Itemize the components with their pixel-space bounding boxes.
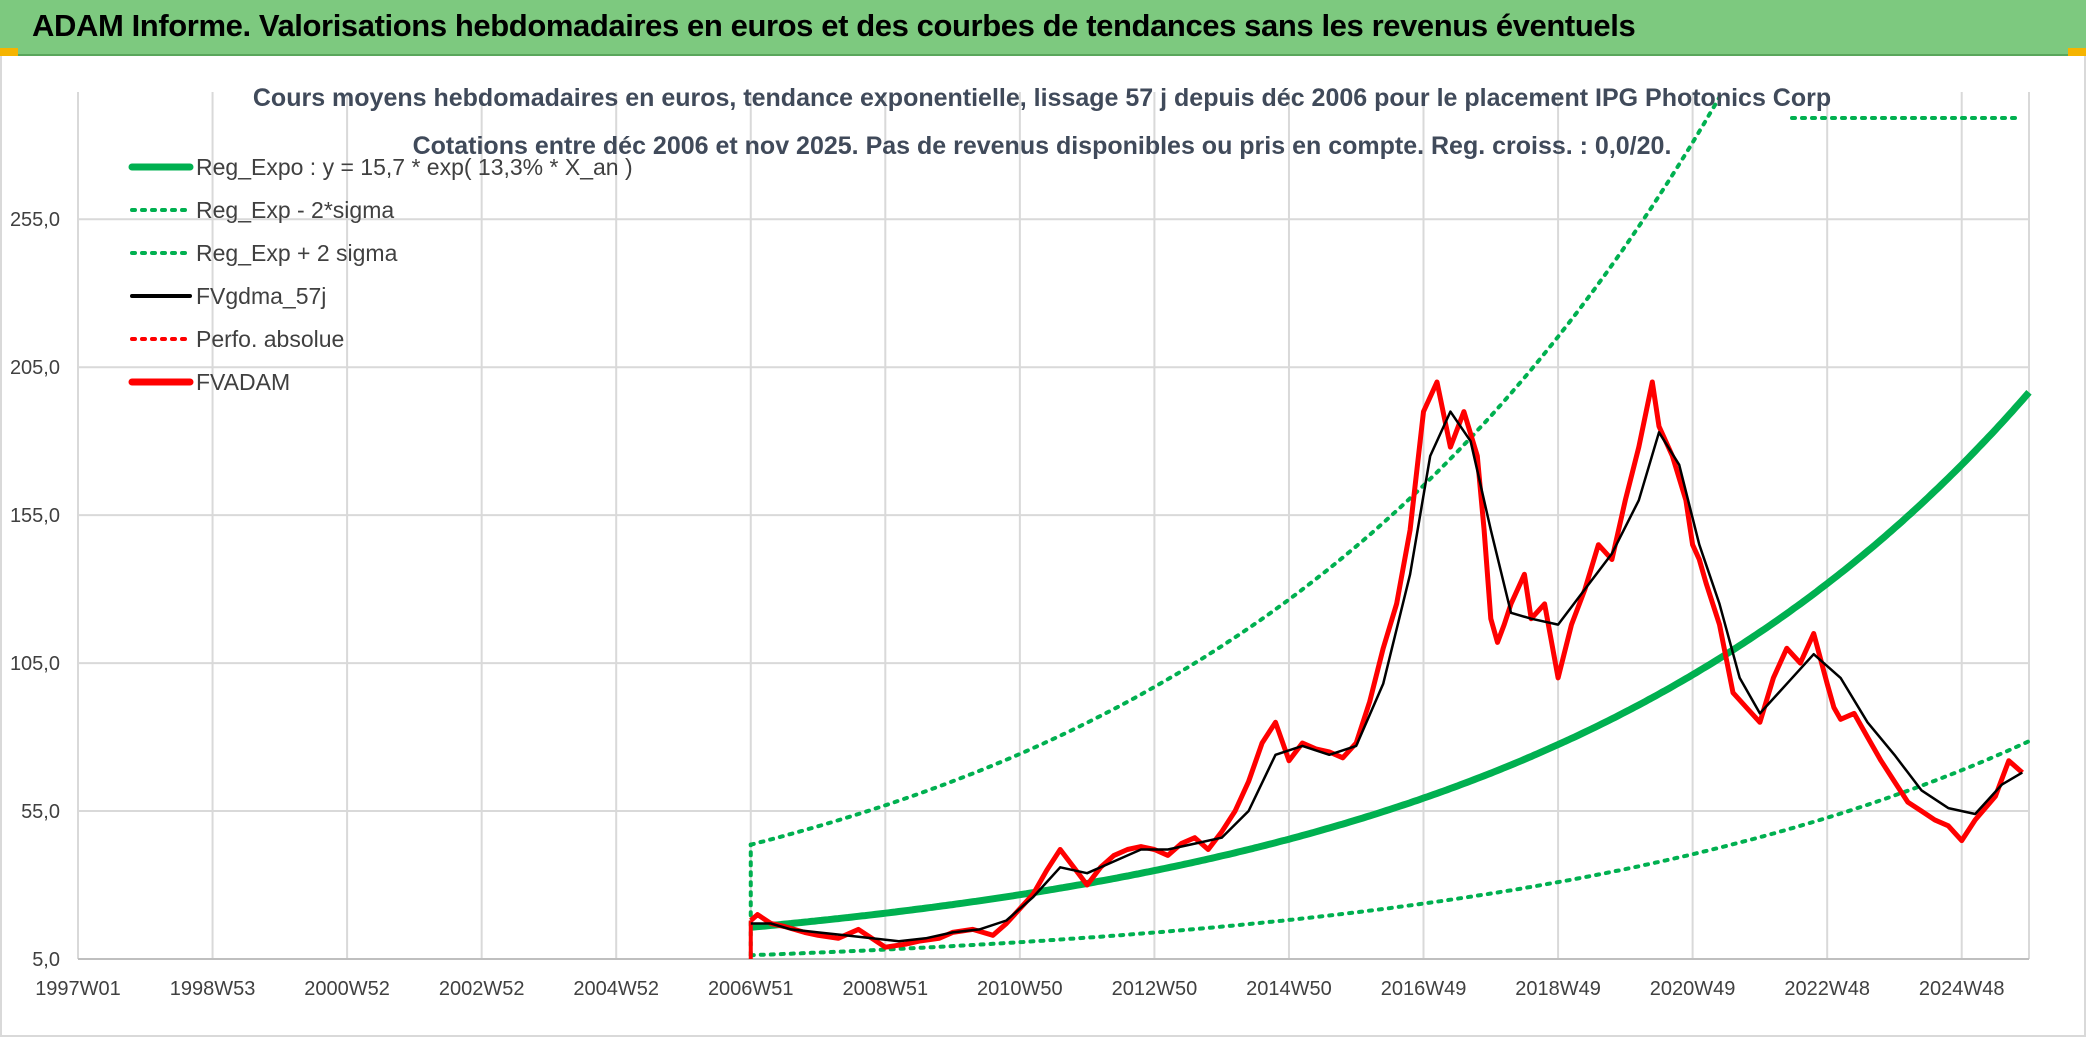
series-fvgdma-57j xyxy=(750,410,2023,943)
x-tick-label: 1997W01 xyxy=(35,978,121,1000)
x-axis-ticks: 1997W01 1998W53 2000W52 2002W52 2004W52 2006W… xyxy=(35,978,2004,1000)
series-reg-exp-minus-2sigma xyxy=(748,739,2031,958)
y-tick-label: 105,0 xyxy=(10,653,60,675)
x-tick-label: 2022W48 xyxy=(1784,978,1870,1000)
x-tick-label: 2012W50 xyxy=(1112,978,1198,1000)
series-lines xyxy=(748,95,2032,959)
legend-label: Perfo. absolue xyxy=(196,326,344,352)
y-tick-label: 205,0 xyxy=(10,357,60,379)
legend-label: FVADAM xyxy=(196,369,290,395)
y-tick-label: 5,0 xyxy=(32,949,60,971)
legend-label: Reg_Exp - 2*sigma xyxy=(196,197,394,223)
legend-label: Reg_Exp + 2 sigma xyxy=(196,240,398,266)
x-tick-label: 2002W52 xyxy=(439,978,525,1000)
chart-svg: 5,0 55,0 105,0 155,0 205,0 255,0 1997W01 1998W… xyxy=(10,84,2032,1000)
chart-frame: 5,0 55,0 105,0 155,0 205,0 255,0 1997W01 1998W… xyxy=(0,56,2086,1037)
y-axis-ticks: 5,0 55,0 105,0 155,0 205,0 255,0 xyxy=(10,209,60,971)
y-tick-label: 255,0 xyxy=(10,209,60,231)
x-tick-label: 2006W51 xyxy=(708,978,794,1000)
x-tick-label: 2010W50 xyxy=(977,978,1063,1000)
x-tick-label: 2008W51 xyxy=(842,978,928,1000)
header-title: ADAM Informe. Valorisations hebdomadaire… xyxy=(32,8,1636,43)
x-tick-label: 2018W49 xyxy=(1515,978,1601,1000)
series-reg-exp-plus-2sigma xyxy=(748,95,1722,847)
x-tick-label: 2020W49 xyxy=(1650,978,1736,1000)
y-tick-label: 155,0 xyxy=(10,505,60,527)
x-tick-label: 2014W50 xyxy=(1246,978,1332,1000)
legend-label: FVgdma_57j xyxy=(196,283,326,309)
grid-lines xyxy=(77,92,2030,960)
series-fvadam xyxy=(749,379,2024,950)
header-bar: ADAM Informe. Valorisations hebdomadaire… xyxy=(0,0,2086,56)
x-tick-label: 2004W52 xyxy=(573,978,659,1000)
x-tick-label: 2024W48 xyxy=(1919,978,2005,1000)
x-tick-label: 1998W53 xyxy=(170,978,256,1000)
corner-marker-left xyxy=(0,48,18,56)
x-tick-label: 2016W49 xyxy=(1381,978,1467,1000)
legend: Reg_Expo : y = 15,7 * exp( 13,3% * X_an … xyxy=(128,154,633,395)
corner-marker-right xyxy=(2068,48,2086,56)
y-tick-label: 55,0 xyxy=(21,801,60,823)
chart-title: Cours moyens hebdomadaires en euros, ten… xyxy=(253,84,1831,112)
chart-subtitle: Cotations entre déc 2006 et nov 2025. Pa… xyxy=(413,132,1672,160)
x-tick-label: 2000W52 xyxy=(304,978,390,1000)
series-reg-expo xyxy=(750,390,2032,931)
legend-label: Reg_Expo : y = 15,7 * exp( 13,3% * X_an … xyxy=(196,154,633,180)
